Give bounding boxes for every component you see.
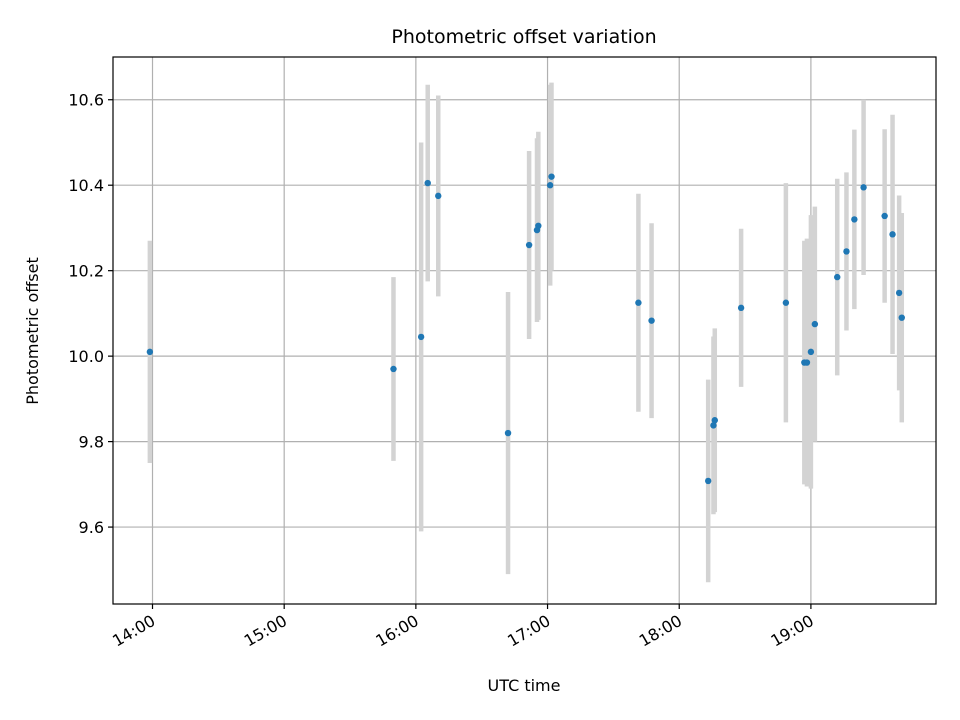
data-point <box>782 299 790 306</box>
data-point <box>648 317 655 324</box>
grid-lines <box>113 57 936 604</box>
data-point <box>851 216 858 223</box>
data-point <box>390 365 397 373</box>
plot-frame <box>112 56 937 605</box>
data-point <box>417 333 425 341</box>
data-point <box>881 212 888 220</box>
data-point <box>424 179 431 187</box>
y-axis-ticks: 9.6 9.8 10.0 10.2 10.4 10.6 <box>68 91 113 537</box>
data-point <box>860 184 867 191</box>
y-tick-label: 10.4 <box>68 176 104 195</box>
data-point <box>546 182 554 189</box>
data-point <box>895 289 903 297</box>
y-tick-label: 9.8 <box>79 433 104 452</box>
data-point <box>535 222 542 230</box>
data-point <box>737 304 745 312</box>
data-point <box>834 273 841 281</box>
data-points <box>146 173 905 485</box>
chart-title: Photometric offset variation <box>391 26 656 48</box>
data-point <box>710 422 717 429</box>
data-point <box>807 348 815 356</box>
x-axis-label: UTC time <box>488 676 561 695</box>
data-point <box>548 173 555 180</box>
y-tick-label: 9.6 <box>79 518 104 537</box>
data-point <box>843 248 850 255</box>
y-tick-label: 10.2 <box>68 262 104 281</box>
data-point <box>803 359 811 366</box>
data-point <box>525 241 533 249</box>
data-point <box>889 231 896 238</box>
data-point <box>898 314 905 321</box>
y-tick-label: 10.6 <box>68 91 104 110</box>
y-tick-label: 10.0 <box>68 347 104 366</box>
data-point <box>704 477 712 485</box>
data-point <box>711 417 718 424</box>
data-point <box>435 192 442 200</box>
data-point <box>811 320 819 328</box>
data-point <box>635 299 642 306</box>
data-point <box>146 348 154 356</box>
y-axis-label: Photometric offset <box>23 257 42 405</box>
data-point <box>504 429 512 437</box>
